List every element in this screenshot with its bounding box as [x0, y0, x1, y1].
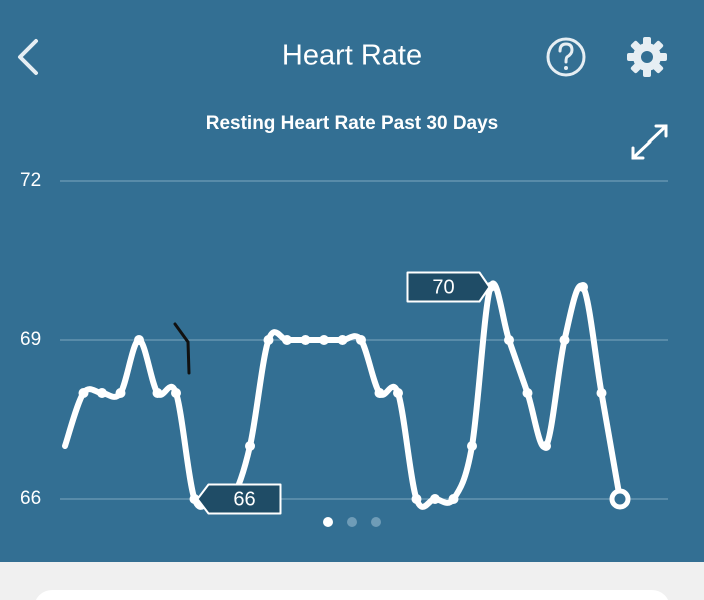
point — [152, 388, 163, 398]
min-label: 66 — [233, 488, 255, 510]
point — [374, 388, 385, 398]
point — [356, 335, 366, 345]
max-label: 70 — [432, 276, 454, 298]
scribble — [173, 322, 191, 375]
point — [448, 494, 459, 504]
help-button[interactable] — [546, 37, 586, 77]
point — [263, 335, 274, 345]
y-tick-label: 72 — [20, 170, 41, 191]
back-button[interactable] — [18, 39, 38, 75]
y-tick-label: 66 — [20, 488, 41, 509]
min-label-box — [196, 483, 282, 515]
point — [467, 441, 477, 451]
point — [189, 494, 200, 504]
page-dot[interactable] — [371, 517, 381, 527]
point — [393, 388, 403, 398]
point — [337, 335, 348, 345]
point — [300, 335, 311, 345]
point — [319, 335, 329, 345]
expand-button[interactable] — [631, 124, 668, 160]
point — [134, 335, 144, 345]
point — [115, 388, 126, 398]
point — [578, 282, 588, 292]
point — [78, 388, 89, 398]
point — [245, 441, 255, 451]
point — [541, 441, 551, 451]
page-title: Heart Rate — [282, 40, 422, 72]
point — [282, 335, 292, 345]
max-label-box — [406, 271, 491, 303]
background — [0, 0, 704, 562]
point — [596, 388, 607, 398]
point — [522, 388, 533, 398]
point — [411, 494, 422, 504]
settings-button[interactable] — [627, 37, 667, 77]
card — [35, 590, 669, 600]
point — [171, 388, 181, 398]
y-tick-label: 69 — [20, 329, 41, 350]
point — [97, 388, 107, 398]
page-dot-active[interactable] — [323, 517, 333, 527]
page-dot[interactable] — [347, 517, 357, 527]
point — [559, 335, 570, 345]
point — [504, 335, 514, 345]
point — [430, 494, 440, 504]
current-point — [609, 488, 631, 510]
chart-title: Resting Heart Rate Past 30 Days — [206, 113, 499, 134]
chart: 66 69 72 70 66 — [20, 170, 668, 515]
